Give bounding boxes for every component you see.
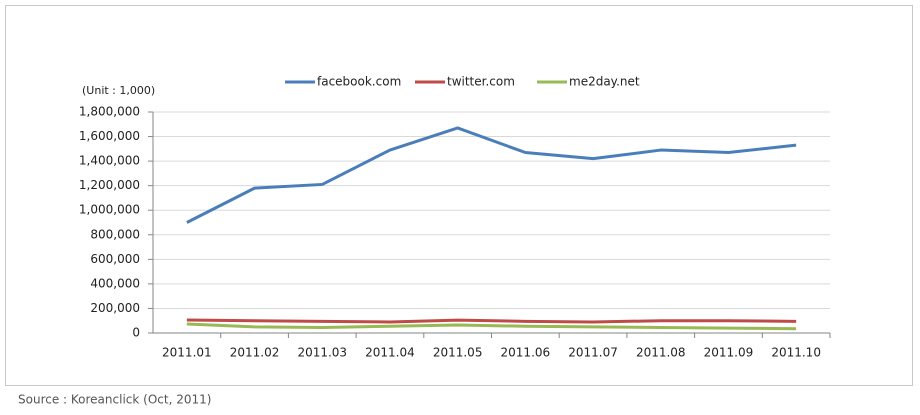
source-note: Source : Koreanclick (Oct, 2011): [18, 393, 211, 407]
x-tick-label: 2011.08: [636, 346, 686, 360]
x-tick-label: 2011.07: [568, 346, 618, 360]
x-tick-label: 2011.03: [297, 346, 347, 360]
x-tick-label: 2011.04: [365, 346, 415, 360]
y-tick-label: 600,000: [90, 252, 140, 266]
x-tick-label: 2011.05: [433, 346, 483, 360]
y-tick-label: 1,000,000: [79, 203, 140, 217]
series-line: [186, 126, 797, 224]
x-tick-label: 2011.01: [162, 346, 212, 360]
y-tick-label: 1,400,000: [79, 154, 140, 168]
y-tick-label: 1,800,000: [79, 105, 140, 119]
y-tick-label: 400,000: [90, 276, 140, 290]
y-tick-label: 0: [132, 326, 140, 340]
y-tick-label: 200,000: [90, 301, 140, 315]
x-tick-label: 2011.10: [771, 346, 821, 360]
legend-label: facebook.com: [317, 75, 401, 89]
x-tick-label: 2011.09: [704, 346, 754, 360]
y-tick-label: 800,000: [90, 227, 140, 241]
y-tick-label: 1,600,000: [79, 129, 140, 143]
series-line: [186, 322, 797, 331]
y-tick-label: 1,200,000: [79, 178, 140, 192]
legend-label: twitter.com: [447, 75, 515, 89]
x-tick-label: 2011.02: [230, 346, 280, 360]
x-tick-label: 2011.06: [501, 346, 551, 360]
legend-label: me2day.net: [569, 75, 640, 89]
series-line: [186, 318, 797, 324]
unit-label: (Unit : 1,000): [82, 84, 155, 97]
